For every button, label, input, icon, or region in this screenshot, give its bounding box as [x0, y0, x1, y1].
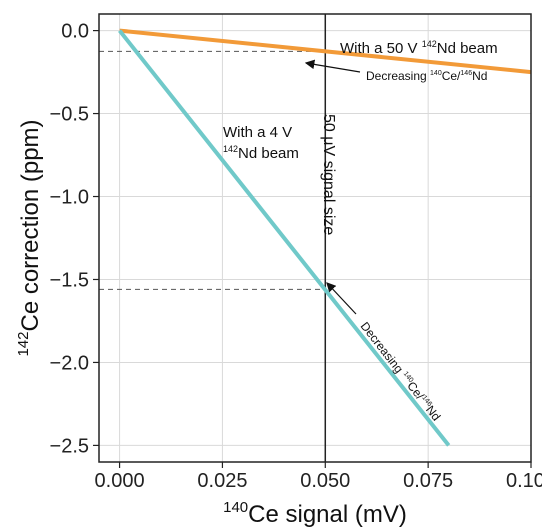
- series-lines: [118, 28, 532, 447]
- annotation-teal-4v-line2: 142Nd beam: [223, 144, 299, 162]
- text-part: With a 4 V: [223, 124, 292, 141]
- axis-title-superscript: 142: [15, 332, 32, 357]
- x-tick-label: 0.100: [506, 470, 542, 492]
- axis-title-text: Ce signal (mV): [248, 501, 407, 528]
- y-tick-label: 0.0: [61, 21, 89, 43]
- superscript: 140: [430, 70, 442, 77]
- axis-ticks: 0.000 0.025 0.050 0.075 0.100 0.0 −0.5 −1.0 −1.5…: [50, 21, 542, 492]
- series-line-4v: [118, 29, 451, 447]
- superscript: 142: [223, 144, 238, 154]
- plot-frame: [98, 13, 532, 463]
- axis-title-text: Ce correction (ppm): [17, 119, 44, 331]
- x-tick-label: 0.050: [300, 470, 350, 492]
- x-tick-label: 0.025: [197, 470, 247, 492]
- text-part: Nd beam: [238, 145, 299, 162]
- y-tick-label: −0.5: [50, 104, 89, 126]
- x-tick-label: 0.075: [403, 470, 453, 492]
- y-tick-label: −2.5: [50, 435, 89, 457]
- plot-background: [99, 14, 531, 462]
- y-tick-label: −2.0: [50, 352, 89, 374]
- text-part: With a 50 V: [340, 40, 422, 57]
- y-tick-label: −1.5: [50, 269, 89, 291]
- x-axis-title: 140Ce signal (mV): [223, 499, 407, 528]
- x-tick-label: 0.000: [95, 470, 145, 492]
- y-axis-title: 142Ce correction (ppm): [15, 119, 44, 356]
- arrow-bottom: [326, 282, 357, 315]
- text-part: Nd beam: [437, 40, 498, 57]
- annotation-decreasing-ratio-top: Decreasing 140Ce/146Nd: [366, 69, 487, 83]
- text-part: Nd: [472, 69, 487, 83]
- superscript: 142: [422, 39, 437, 49]
- annotation-arrows: [304, 59, 361, 315]
- superscript: 146: [460, 70, 472, 77]
- text-part: Ce/: [442, 69, 461, 83]
- vline-label: 50 μV signal size: [320, 114, 337, 235]
- axis-title-superscript: 140: [223, 499, 248, 516]
- series-line-50v: [119, 28, 532, 75]
- arrow-top: [304, 59, 361, 73]
- text-part: Decreasing: [366, 69, 430, 83]
- annotation-orange-50v-beam: With a 50 V 142Nd beam: [340, 39, 498, 57]
- annotation-teal-4v-line1: With a 4 V: [223, 124, 292, 141]
- y-tick-label: −1.0: [50, 187, 89, 209]
